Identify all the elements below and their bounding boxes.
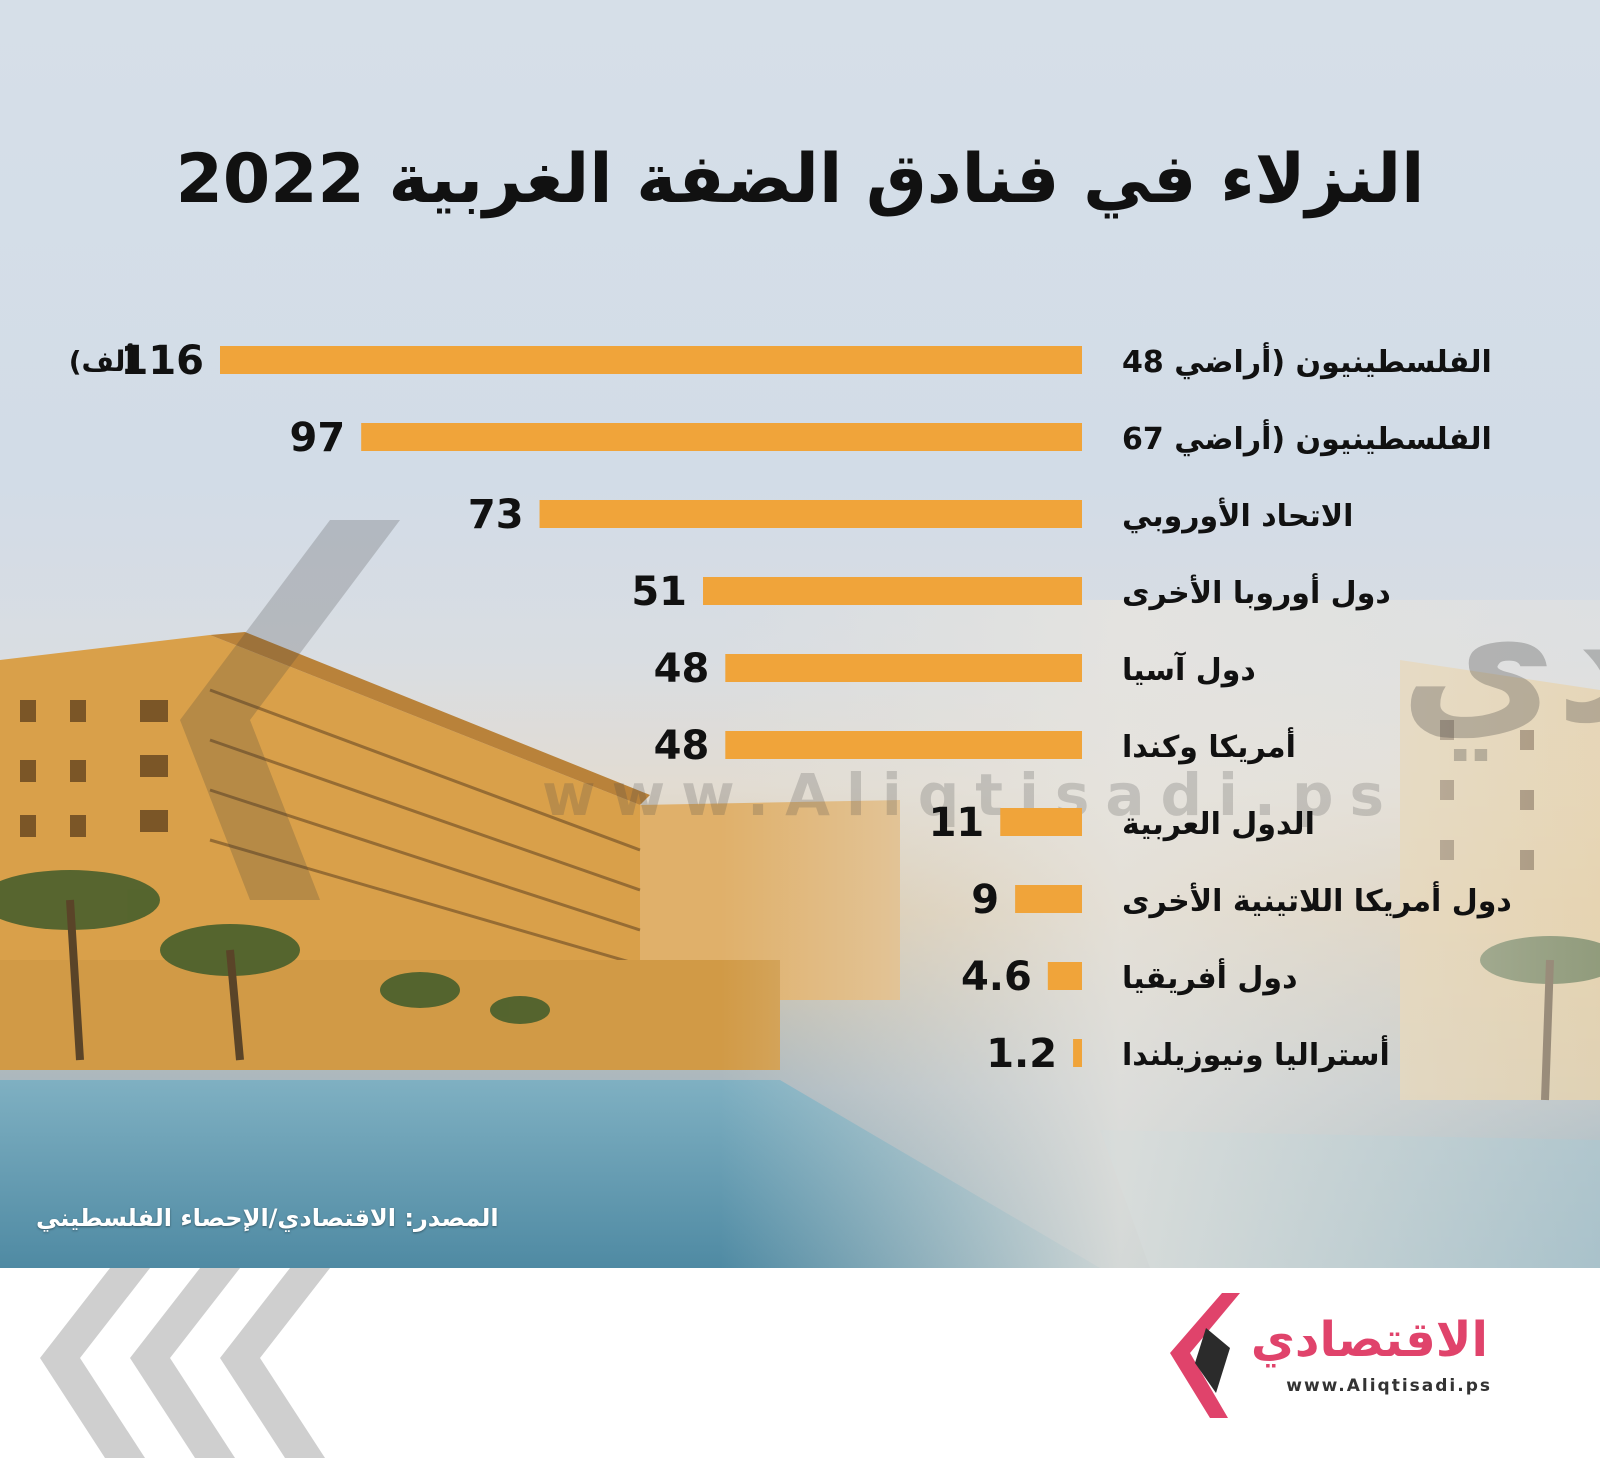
bar-2 [539, 500, 1082, 528]
hotel-photo-illustration: الاقتصادي www.Aliqtisadi.ps [0, 520, 1600, 1268]
bar-5 [725, 731, 1082, 759]
category-label-7: دول أمريكا اللاتينية الأخرى [1122, 881, 1512, 919]
bar-6 [1000, 808, 1082, 836]
value-label-6: 11 [929, 800, 985, 846]
watermark-chevron-icon [180, 520, 400, 900]
category-label-0: الفلسطينيون (أراضي 48 [1122, 342, 1492, 380]
value-label-9: 1.2 [986, 1031, 1057, 1077]
brand-url: www.Aliqtisadi.ps [1286, 1376, 1492, 1396]
watermark-logo-text: الاقتصادي [1400, 563, 1600, 761]
value-label-5: 48 [654, 723, 710, 769]
unit-label: (ألف [69, 343, 135, 378]
value-label-3: 51 [631, 569, 687, 615]
value-label-0: 116 [121, 338, 205, 384]
category-label-9: أستراليا ونيوزيلندا [1122, 1035, 1390, 1073]
value-label-1: 97 [290, 415, 346, 461]
value-label-7: 9 [971, 877, 999, 923]
bar-chart: 116(ألف الفلسطينيون (أراضي 48 97 الفلسطينيو… [69, 338, 1512, 1077]
bar-0 [220, 346, 1082, 374]
bar-9 [1073, 1039, 1082, 1067]
bar-1 [361, 423, 1082, 451]
watermark-url-text: www.Aliqtisadi.ps [542, 761, 1400, 829]
value-label-2: 73 [468, 492, 524, 538]
bar-4 [725, 654, 1082, 682]
bar-3 [703, 577, 1082, 605]
category-label-1: الفلسطينيون (أراضي 67 [1122, 419, 1492, 457]
brand-logo-icon [1170, 1293, 1240, 1418]
background-scene: الاقتصادي www.Aliqtisadi.ps النزلاء في ف… [0, 0, 1600, 1268]
value-label-4: 48 [654, 646, 710, 692]
category-label-6: الدول العربية [1122, 807, 1315, 842]
footer-graphics [40, 1268, 1240, 1458]
brand-name: الاقتصادي [1250, 1312, 1488, 1368]
bar-7 [1015, 885, 1082, 913]
category-label-4: دول آسيا [1122, 651, 1256, 688]
decorative-chevrons-icon [40, 1268, 330, 1458]
value-label-8: 4.6 [961, 954, 1032, 1000]
category-label-3: دول أوروبا الأخرى [1122, 573, 1391, 611]
footer-bar: الاقتصادي www.Aliqtisadi.ps [0, 1268, 1600, 1462]
category-label-8: دول أفريقيا [1122, 958, 1297, 996]
bar-8 [1047, 962, 1082, 990]
category-label-2: الاتحاد الأوروبي [1122, 497, 1353, 534]
category-label-5: أمريكا وكندا [1122, 727, 1296, 765]
page-title: النزلاء في فنادق الضفة الغربية 2022 [175, 140, 1425, 219]
source-note: المصدر: الاقتصادي/الإحصاء الفلسطيني [36, 1204, 499, 1232]
